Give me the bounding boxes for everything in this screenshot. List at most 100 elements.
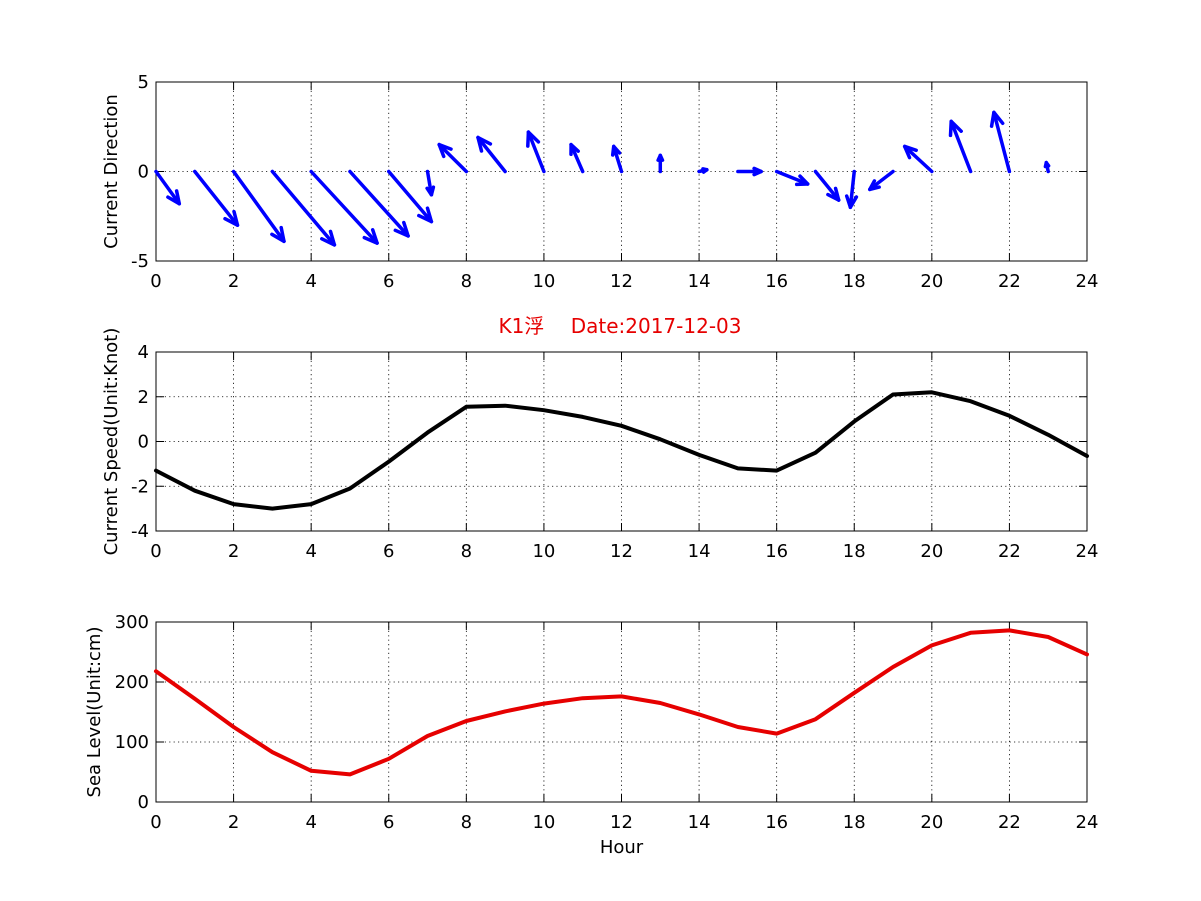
current-arrow-head (752, 166, 763, 177)
current-arrow-head (1043, 160, 1051, 169)
y-tick-label: 2 (138, 387, 149, 408)
sea-level-point (969, 631, 973, 635)
current-arrow-shaft (868, 169, 895, 192)
current-arrow (844, 169, 859, 210)
x-tick-label: 24 (1076, 541, 1099, 562)
sea-level-point (309, 769, 313, 773)
x-tick-label: 20 (920, 541, 943, 562)
current-arrow-head (701, 167, 709, 174)
current-arrow-shaft (848, 169, 856, 210)
y-tick-label: 300 (115, 612, 149, 633)
current-arrow-shaft (992, 110, 1012, 174)
sea-level-point (581, 696, 585, 700)
current-arrow (387, 169, 434, 224)
sea-level-point (697, 712, 701, 716)
x-tick-label: 10 (532, 541, 555, 562)
current-speed-point (969, 399, 973, 403)
current-arrow-head (362, 228, 379, 245)
current-arrow-head (610, 144, 622, 157)
y-tick-label: 200 (115, 672, 149, 693)
x-tick-label: 0 (150, 541, 161, 562)
current-speed-point (1085, 454, 1089, 458)
sea-level-point (1046, 635, 1050, 639)
x-tick-label: 14 (688, 541, 711, 562)
current-arrow-head (569, 142, 580, 157)
current-arrow (656, 153, 665, 174)
sea-level-point (775, 732, 779, 736)
current-arrow (437, 142, 469, 174)
current-arrow-head (393, 220, 410, 238)
y-tick-label: 5 (138, 72, 149, 93)
current-arrow-head (476, 135, 493, 153)
current-arrow (154, 169, 182, 206)
current-speed-point (658, 437, 662, 441)
current-arrow (948, 119, 973, 174)
sea-level-point (464, 719, 468, 723)
current-arrow (868, 169, 895, 192)
current-arrow (526, 130, 546, 174)
current-arrow-shaft (526, 130, 546, 174)
current-arrow (989, 110, 1012, 174)
current-arrow (348, 169, 410, 238)
current-arrow (697, 167, 709, 174)
current-arrow-shaft (309, 169, 379, 245)
y-tick-label: 0 (138, 432, 149, 453)
x-tick-label: 10 (532, 812, 555, 833)
current-speed-point (852, 419, 856, 423)
current-speed-point (620, 424, 623, 428)
current-speed-point (232, 502, 236, 506)
hour-xlabel: Hour (600, 837, 644, 858)
x-tick-label: 22 (998, 271, 1021, 292)
current-arrow-head (868, 179, 881, 192)
x-tick-label: 4 (305, 541, 316, 562)
sea-level-point (891, 665, 895, 669)
current-speed-point (387, 460, 391, 464)
current-arrow-head (902, 144, 918, 160)
sea-level-point (930, 643, 934, 647)
current-speed-point (1007, 414, 1011, 418)
sea-level-point (1085, 652, 1089, 656)
sea-level-point (1007, 628, 1011, 632)
sea-level-point (348, 772, 352, 776)
y-tick-label: -5 (131, 251, 149, 272)
current-arrow-shaft (437, 142, 469, 174)
x-tick-label: 20 (920, 271, 943, 292)
current-arrow-head (320, 229, 337, 247)
x-tick-label: 2 (228, 271, 239, 292)
current-arrow-shaft (348, 169, 410, 238)
y-tick-label: 0 (138, 162, 149, 183)
current-arrow (902, 144, 934, 174)
current-arrow-shaft (902, 144, 934, 174)
x-tick-label: 18 (843, 541, 866, 562)
current-speed-point (348, 486, 352, 490)
current-arrow-head (166, 189, 182, 206)
x-tick-label: 14 (688, 271, 711, 292)
current-arrow (1043, 160, 1051, 174)
current-speed-point (542, 408, 546, 412)
current-speed-point (736, 466, 740, 470)
current-arrow-shaft (193, 169, 240, 227)
current-arrow-head (989, 110, 1005, 128)
current-direction-axes: 0 2 4 6 8 10 12 14 16 18 20 22 24-505 (131, 72, 1098, 292)
current-arrow-shaft (611, 144, 624, 174)
current-speed-point (697, 453, 701, 457)
current-speed-ylabel: Current Speed(Unit:Knot) (101, 328, 122, 556)
sea-level-point (813, 717, 817, 721)
chart-title: K1浮 Date:2017-12-03 (499, 314, 742, 338)
x-tick-label: 24 (1076, 271, 1099, 292)
current-arrow-head (425, 185, 436, 197)
current-arrow-head (417, 206, 434, 224)
current-speed-point (503, 404, 507, 408)
x-tick-label: 16 (765, 271, 788, 292)
current-speed-point (154, 469, 158, 473)
current-arrow-shaft (476, 135, 507, 174)
current-arrow-head (844, 194, 859, 210)
current-arrow-head (656, 153, 665, 162)
current-direction-ylabel: Current Direction (101, 94, 122, 249)
sea-level-point (232, 725, 236, 729)
sea-level-point (387, 757, 391, 761)
x-tick-label: 12 (610, 271, 633, 292)
sea-level-point (270, 750, 274, 754)
current-speed-point (426, 431, 430, 435)
y-tick-label: 100 (115, 732, 149, 753)
